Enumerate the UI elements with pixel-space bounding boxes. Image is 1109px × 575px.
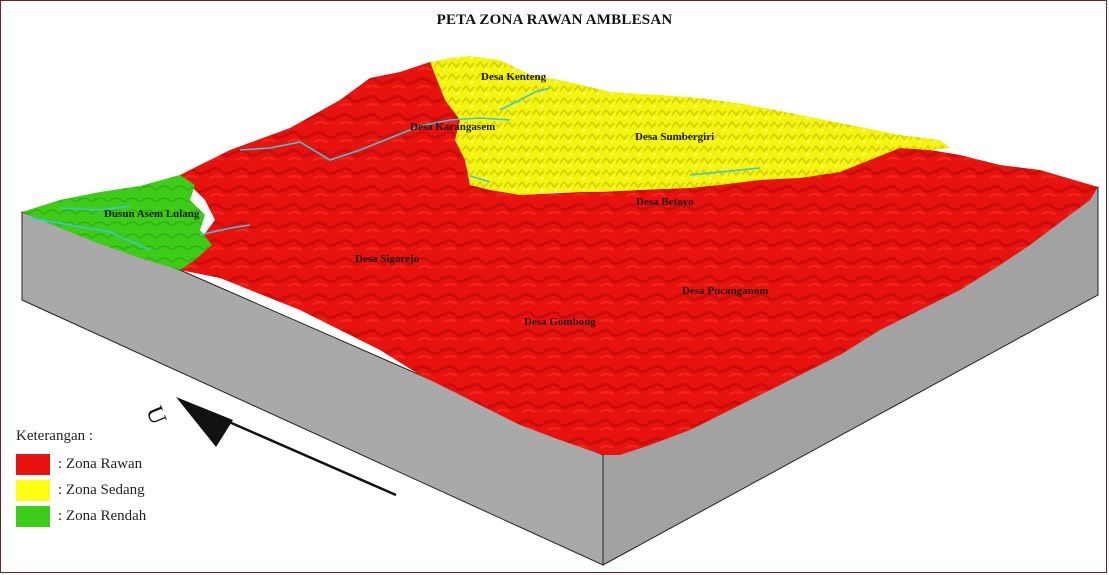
map-title: PETA ZONA RAWAN AMBLESAN — [436, 12, 673, 28]
village-label: Desa Karangasem — [410, 121, 495, 133]
zona-sedang-area — [430, 56, 950, 195]
village-label: Desa Sigarejo — [355, 253, 420, 265]
legend-heading: Keterangan : — [16, 428, 94, 444]
village-label: Desa Gombong — [524, 316, 596, 328]
village-label: Desa Kenteng — [481, 71, 547, 83]
village-label: Desa Betoyo — [636, 196, 694, 208]
legend: Keterangan : : Zona Rawan : Zona Sedang … — [16, 428, 146, 529]
legend-swatch — [16, 505, 50, 527]
river-lines — [29, 87, 761, 251]
legend-swatch — [16, 479, 50, 501]
north-arrow-label: U — [140, 403, 171, 429]
zona-rendah-area — [22, 175, 212, 270]
legend-swatch — [16, 453, 50, 475]
legend-label: : Zona Rawan — [58, 455, 143, 472]
legend-label: : Zona Rendah — [58, 507, 147, 524]
legend-item-sedang: : Zona Sedang — [16, 477, 146, 503]
village-label: Dusun Asem Lulang — [104, 208, 200, 220]
legend-label: : Zona Sedang — [58, 481, 145, 498]
village-label: Desa Sumbergiri — [635, 131, 714, 143]
legend-item-rendah: : Zona Rendah — [16, 503, 146, 529]
legend-item-rawan: : Zona Rawan — [16, 451, 146, 477]
village-label: Desa Pucanganom — [682, 285, 768, 297]
